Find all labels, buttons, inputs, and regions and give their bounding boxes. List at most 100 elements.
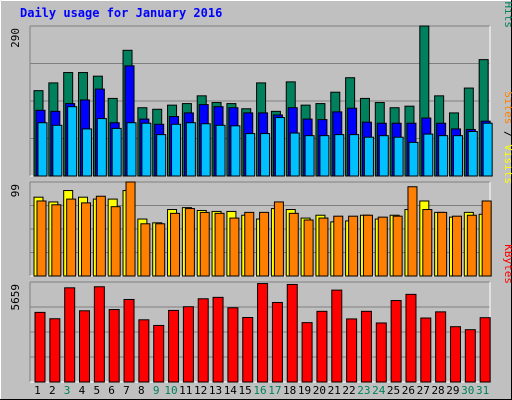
day-tick-label: 9 — [153, 384, 160, 397]
day-tick-label: 7 — [123, 384, 130, 397]
kbytes-bar — [390, 300, 402, 383]
sites-bar — [273, 201, 284, 277]
day-tick-label: 13 — [209, 384, 222, 397]
kbytes-bar — [153, 324, 165, 383]
day-tick-label: 8 — [138, 384, 145, 397]
day-tick-label: 5 — [93, 384, 100, 397]
day-tick-label: 12 — [194, 384, 207, 397]
pages-bar — [423, 133, 434, 177]
kbytes-bar — [212, 296, 224, 383]
kbytes-bar — [420, 317, 432, 383]
sites-bar — [51, 204, 62, 277]
pages-bar — [111, 127, 122, 177]
pages-bar — [349, 134, 360, 177]
hits-panel-legend-part: / — [502, 0, 512, 2]
pages-bar — [260, 133, 271, 177]
sites-bar — [125, 181, 136, 277]
sites-bar — [407, 186, 418, 277]
sites-bar — [110, 206, 121, 277]
kbytes-bar — [375, 322, 387, 383]
kbytes-bar — [168, 309, 180, 383]
sites-bar — [362, 214, 373, 277]
day-tick-label: 26 — [402, 384, 415, 397]
kbytes-bar — [49, 318, 61, 383]
day-tick-label: 24 — [372, 384, 386, 397]
pages-bar — [452, 135, 463, 177]
visits-panel-legend-part: Sites — [502, 91, 512, 124]
sites-bar — [466, 214, 477, 277]
day-tick-label: 4 — [79, 384, 86, 397]
day-tick-label: 20 — [313, 384, 326, 397]
hits-panel-axis-max-label: 290 — [9, 28, 22, 48]
day-tick-label: 14 — [224, 384, 238, 397]
day-tick-label: 3 — [64, 384, 71, 397]
kbytes-bar — [360, 310, 372, 383]
day-tick-label: 18 — [283, 384, 296, 397]
sites-bar — [451, 215, 462, 277]
pages-bar — [96, 118, 107, 177]
pages-bar — [82, 128, 93, 177]
day-tick-label: 31 — [476, 384, 489, 397]
day-tick-label: 19 — [298, 384, 311, 397]
day-tick-label: 21 — [328, 384, 341, 397]
pages-bar — [200, 123, 211, 177]
pages-bar — [363, 136, 374, 177]
sites-bar — [170, 212, 181, 277]
sites-bar — [259, 211, 270, 277]
kbytes-bar — [346, 318, 358, 383]
sites-bar — [377, 216, 388, 277]
pages-bar — [126, 122, 137, 177]
kbytes-bar — [242, 317, 254, 383]
day-tick-label: 16 — [253, 384, 266, 397]
pages-bar — [393, 136, 404, 177]
visits-panel-legend-part: / — [502, 124, 512, 144]
sites-bar — [318, 217, 329, 277]
sites-bar — [184, 208, 195, 277]
chart-title: Daily usage for January 2016 — [20, 6, 222, 20]
sites-bar — [437, 211, 448, 277]
day-tick-label: 1 — [34, 384, 41, 397]
sites-bar — [303, 219, 314, 277]
day-tick-label: 25 — [387, 384, 400, 397]
chart-panels: 290 Pages / Files / Hits 99 Sites / Visits 5… — [9, 0, 512, 397]
pages-bar — [171, 123, 182, 177]
sites-bar — [214, 212, 225, 277]
kbytes-panel-legend-part: KBytes — [502, 244, 512, 284]
sites-bar — [229, 217, 240, 277]
pages-bar — [274, 117, 285, 177]
day-tick-label: 23 — [357, 384, 370, 397]
kbytes-bar — [257, 283, 269, 383]
day-tick-label: 11 — [179, 384, 192, 397]
pages-bar — [408, 141, 419, 177]
sites-bar — [95, 195, 106, 277]
sites-bar — [36, 200, 47, 277]
sites-bar — [422, 209, 433, 277]
kbytes-bar — [316, 310, 328, 383]
kbytes-bar — [79, 310, 91, 383]
visits-panel-axis-max-label: 99 — [9, 184, 22, 197]
pages-bar — [141, 122, 152, 177]
day-tick-label: 15 — [239, 384, 252, 397]
sites-bar — [348, 215, 359, 277]
day-tick-label: 27 — [417, 384, 430, 397]
hits-panel-legend-label: Pages / Files / Hits — [502, 0, 512, 28]
kbytes-bar — [64, 287, 76, 383]
sites-bar — [333, 215, 344, 277]
kbytes-panel-axis-max-label: 5659 — [9, 284, 22, 311]
kbytes-bar — [479, 317, 491, 383]
kbytes-bar — [331, 289, 343, 383]
pages-bar — [289, 132, 300, 177]
sites-bar — [155, 223, 166, 277]
kbytes-bar — [286, 283, 298, 383]
pages-bar — [438, 135, 449, 177]
pages-bar — [185, 122, 196, 177]
day-tick-label: 30 — [461, 384, 474, 397]
kbytes-bar — [449, 326, 461, 383]
kbytes-bar — [93, 286, 105, 383]
pages-bar — [52, 124, 63, 177]
sites-bar — [288, 212, 299, 277]
pages-bar — [156, 134, 167, 177]
pages-bar — [467, 131, 478, 177]
visits-panel-legend-label: Sites / Visits — [502, 91, 512, 184]
